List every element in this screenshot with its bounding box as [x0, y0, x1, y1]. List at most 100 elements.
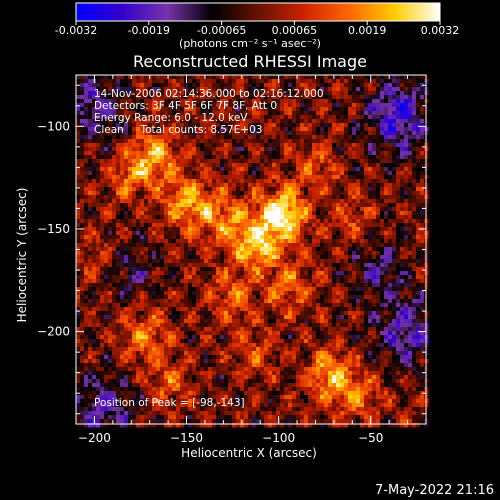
- heatmap-cell: [168, 295, 173, 300]
- heatmap-cell: [168, 175, 173, 180]
- heatmap-cell: [200, 131, 205, 136]
- heatmap-cell: [108, 395, 113, 400]
- heatmap-cell: [260, 95, 265, 100]
- heatmap-cell: [92, 287, 97, 292]
- heatmap-cell: [144, 319, 149, 324]
- heatmap-cell: [232, 323, 237, 328]
- heatmap-cell: [184, 183, 189, 188]
- heatmap-cell: [220, 343, 225, 348]
- heatmap-cell: [152, 299, 157, 304]
- heatmap-cell: [236, 147, 241, 152]
- heatmap-cell: [96, 127, 101, 132]
- heatmap-cell: [276, 351, 281, 356]
- heatmap-cell: [172, 223, 177, 228]
- heatmap-cell: [132, 395, 137, 400]
- heatmap-cell: [248, 371, 253, 376]
- heatmap-cell: [260, 111, 265, 116]
- heatmap-cell: [164, 327, 169, 332]
- heatmap-cell: [280, 331, 285, 336]
- heatmap-cell: [88, 299, 93, 304]
- heatmap-cell: [196, 191, 201, 196]
- heatmap-cell: [240, 423, 245, 428]
- heatmap-cell: [152, 283, 157, 288]
- heatmap-cell: [84, 131, 89, 136]
- heatmap-cell: [240, 143, 245, 148]
- heatmap-cell: [232, 295, 237, 300]
- heatmap-cell: [192, 87, 197, 92]
- heatmap-cell: [216, 351, 221, 356]
- heatmap-cell: [172, 107, 177, 112]
- heatmap-cell: [88, 407, 93, 412]
- heatmap-cell: [136, 127, 141, 132]
- heatmap-cell: [112, 143, 117, 148]
- heatmap-cell: [288, 151, 293, 156]
- heatmap-cell: [100, 327, 105, 332]
- heatmap-cell: [220, 363, 225, 368]
- heatmap-cell: [92, 179, 97, 184]
- heatmap-cell: [208, 375, 213, 380]
- heatmap-cell: [248, 367, 253, 372]
- heatmap-cell: [160, 407, 165, 412]
- heatmap-cell: [76, 335, 81, 340]
- heatmap-cell: [268, 223, 273, 228]
- heatmap-cell: [300, 83, 305, 88]
- heatmap-cell: [144, 351, 149, 356]
- heatmap-cell: [128, 203, 133, 208]
- heatmap-cell: [216, 271, 221, 276]
- heatmap-cell: [180, 291, 185, 296]
- heatmap-cell: [188, 267, 193, 272]
- heatmap-cell: [288, 159, 293, 164]
- heatmap-cell: [256, 371, 261, 376]
- heatmap-cell: [164, 391, 169, 396]
- heatmap-cell: [96, 131, 101, 136]
- heatmap-cell: [96, 167, 101, 172]
- heatmap-cell: [120, 79, 125, 84]
- heatmap-cell: [160, 155, 165, 160]
- heatmap-cell: [248, 235, 253, 240]
- heatmap-cell: [104, 423, 109, 428]
- heatmap-cell: [256, 255, 261, 260]
- heatmap-cell: [268, 207, 273, 212]
- heatmap-cell: [132, 287, 137, 292]
- heatmap-cell: [192, 103, 197, 108]
- heatmap-cell: [124, 199, 129, 204]
- heatmap-cell: [204, 239, 209, 244]
- heatmap-cell: [144, 275, 149, 280]
- heatmap-cell: [144, 183, 149, 188]
- heatmap-cell: [300, 123, 305, 128]
- heatmap-cell: [76, 267, 81, 272]
- heatmap-cell: [252, 203, 257, 208]
- heatmap-cell: [84, 91, 89, 96]
- heatmap-cell: [220, 123, 225, 128]
- heatmap-cell: [288, 243, 293, 248]
- heatmap-cell: [260, 379, 265, 384]
- heatmap-cell: [228, 323, 233, 328]
- heatmap-cell: [280, 127, 285, 132]
- heatmap-cell: [180, 219, 185, 224]
- heatmap-cell: [224, 271, 229, 276]
- heatmap-cell: [84, 191, 89, 196]
- heatmap-cell: [264, 99, 269, 104]
- heatmap-cell: [164, 203, 169, 208]
- heatmap-cell: [124, 107, 129, 112]
- heatmap-cell: [300, 239, 305, 244]
- heatmap-cell: [280, 259, 285, 264]
- heatmap-cell: [144, 403, 149, 408]
- heatmap-cell: [248, 231, 253, 236]
- heatmap-cell: [84, 331, 89, 336]
- heatmap-cell: [80, 363, 85, 368]
- heatmap-cell: [148, 147, 153, 152]
- heatmap-cell: [152, 195, 157, 200]
- heatmap-cell: [124, 175, 129, 180]
- heatmap-cell: [112, 235, 117, 240]
- heatmap-cell: [280, 383, 285, 388]
- heatmap-cell: [296, 115, 301, 120]
- heatmap-cell: [192, 147, 197, 152]
- heatmap-cell: [148, 179, 153, 184]
- heatmap-cell: [200, 351, 205, 356]
- heatmap-cell: [216, 91, 221, 96]
- heatmap-cell: [140, 167, 145, 172]
- heatmap-cell: [152, 207, 157, 212]
- heatmap-cell: [180, 403, 185, 408]
- heatmap-cell: [260, 399, 265, 404]
